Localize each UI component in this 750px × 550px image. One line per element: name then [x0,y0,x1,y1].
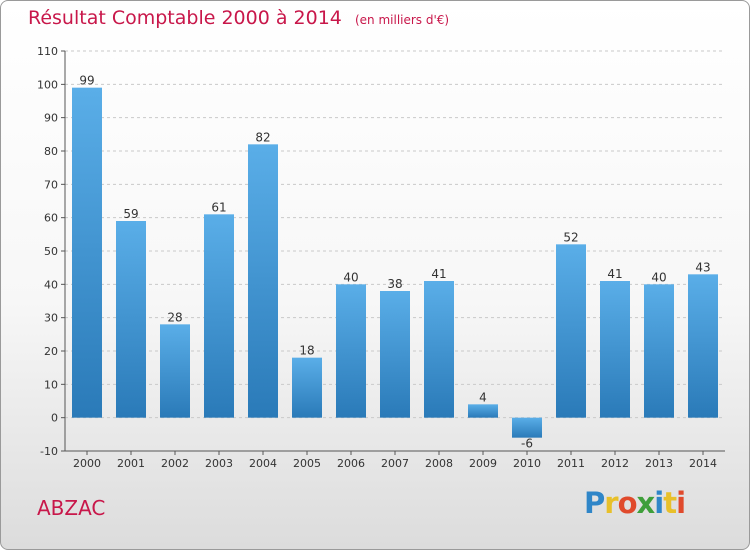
bar-2014 [688,274,718,418]
logo-letter: x [636,486,656,520]
data-label: 4 [479,390,487,404]
data-label: 41 [431,267,446,281]
bar-2009 [468,404,498,418]
data-label: 82 [255,130,270,144]
bar-2012 [600,281,630,418]
y-tick-label: 20 [44,345,58,358]
bar-2005 [292,357,322,418]
x-tick-label: 2009 [469,457,497,470]
bar-2007 [380,291,410,418]
logo-letter: i [676,486,686,520]
data-label: 40 [343,270,358,284]
y-tick-label: 70 [44,178,58,191]
data-label: 99 [79,74,94,88]
data-label: 38 [387,277,402,291]
title-row: Résultat Comptable 2000 à 2014 (en milli… [28,7,449,29]
data-label: 61 [211,200,226,214]
bar-2010 [512,417,542,438]
y-tick-label: 110 [37,45,58,58]
data-label: 41 [607,267,622,281]
x-tick-label: 2005 [293,457,321,470]
x-tick-label: 2000 [73,457,101,470]
y-tick-label: 30 [44,312,58,325]
data-label: 40 [651,270,666,284]
chart-title: Résultat Comptable 2000 à 2014 [28,7,342,29]
logo-letter: P [584,486,605,520]
logo-letter: i [654,486,664,520]
bar-2004 [248,144,278,418]
bar-2003 [204,214,234,418]
data-label: 59 [123,207,138,221]
x-tick-label: 2014 [689,457,717,470]
proxiti-logo: Proxiti [584,486,686,520]
x-tick-label: 2013 [645,457,673,470]
y-tick-label: 40 [44,278,58,291]
data-label: 52 [563,230,578,244]
x-tick-label: 2007 [381,457,409,470]
x-tick-label: 2004 [249,457,277,470]
y-tick-label: 100 [37,78,58,91]
axes: -10 0 10 20 30 40 50 60 70 80 90 100 110 2000 2001 2002… [37,45,725,470]
bar-2013 [644,284,674,418]
bar-2001 [116,221,146,418]
y-tick-label: 10 [44,378,58,391]
y-tick-label: 60 [44,212,58,225]
bar-2002 [160,324,190,418]
x-tick-label: 2008 [425,457,453,470]
logo-letter: r [604,486,618,520]
chart-subtitle: (en milliers d'€) [354,13,450,27]
data-label: 43 [695,260,710,274]
x-tick-label: 2002 [161,457,189,470]
logo-letter: t [663,486,677,520]
x-tick-label: 2011 [557,457,585,470]
y-tick-label: -10 [40,445,58,458]
data-label: 28 [167,310,182,324]
data-labels: 99 59 28 61 82 18 40 38 41 4 -6 52 41 40 43 [79,74,710,451]
x-tick-label: 2003 [205,457,233,470]
y-tick-label: 80 [44,145,58,158]
y-tick-label: 0 [51,412,58,425]
x-tick-label: 2001 [117,457,145,470]
logo-letter: o [617,486,638,520]
x-tick-label: 2010 [513,457,541,470]
bar-2000 [72,87,102,418]
x-tick-label: 2006 [337,457,365,470]
data-label: 18 [299,344,314,358]
bar-2006 [336,284,366,418]
y-tick-label: 50 [44,245,58,258]
bar-2008 [424,281,454,418]
bars [72,87,718,438]
bar-2011 [556,244,586,418]
commune-name: ABZAC [37,496,106,520]
x-tick-label: 2012 [601,457,629,470]
data-label: -6 [521,437,533,451]
y-tick-label: 90 [44,112,58,125]
